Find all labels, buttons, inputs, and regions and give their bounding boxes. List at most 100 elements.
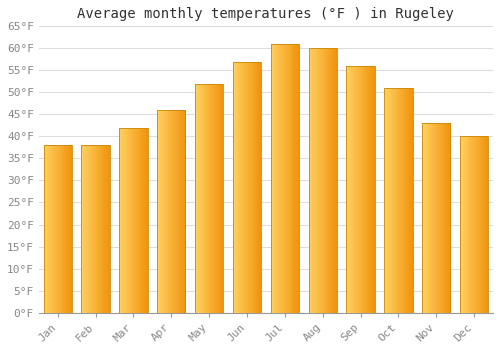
- Bar: [279, 44, 280, 313]
- Bar: [319, 48, 320, 313]
- Bar: [69, 145, 70, 313]
- Bar: [324, 48, 326, 313]
- Bar: [336, 48, 337, 313]
- Bar: [236, 62, 238, 313]
- Bar: [220, 84, 222, 313]
- Bar: [243, 62, 244, 313]
- Bar: [352, 66, 353, 313]
- Bar: [332, 48, 333, 313]
- Bar: [406, 88, 407, 313]
- Bar: [44, 145, 72, 313]
- Bar: [346, 66, 375, 313]
- Bar: [402, 88, 403, 313]
- Bar: [181, 110, 182, 313]
- Bar: [175, 110, 176, 313]
- Bar: [168, 110, 170, 313]
- Bar: [355, 66, 356, 313]
- Bar: [179, 110, 180, 313]
- Bar: [55, 145, 56, 313]
- Bar: [334, 48, 335, 313]
- Bar: [109, 145, 110, 313]
- Bar: [287, 44, 288, 313]
- Bar: [278, 44, 279, 313]
- Bar: [441, 123, 442, 313]
- Bar: [254, 62, 256, 313]
- Bar: [348, 66, 349, 313]
- Bar: [140, 128, 141, 313]
- Bar: [139, 128, 140, 313]
- Bar: [360, 66, 362, 313]
- Bar: [56, 145, 57, 313]
- Bar: [374, 66, 375, 313]
- Bar: [240, 62, 242, 313]
- Bar: [211, 84, 212, 313]
- Bar: [353, 66, 354, 313]
- Bar: [410, 88, 412, 313]
- Bar: [174, 110, 175, 313]
- Bar: [82, 145, 110, 313]
- Bar: [48, 145, 50, 313]
- Bar: [284, 44, 285, 313]
- Bar: [127, 128, 128, 313]
- Bar: [222, 84, 224, 313]
- Bar: [106, 145, 107, 313]
- Bar: [206, 84, 208, 313]
- Bar: [281, 44, 282, 313]
- Bar: [430, 123, 432, 313]
- Bar: [208, 84, 209, 313]
- Bar: [200, 84, 202, 313]
- Bar: [123, 128, 124, 313]
- Bar: [276, 44, 278, 313]
- Bar: [215, 84, 216, 313]
- Bar: [468, 136, 469, 313]
- Bar: [312, 48, 314, 313]
- Bar: [460, 136, 488, 313]
- Bar: [107, 145, 108, 313]
- Bar: [308, 48, 337, 313]
- Bar: [479, 136, 480, 313]
- Bar: [92, 145, 94, 313]
- Bar: [428, 123, 430, 313]
- Bar: [52, 145, 53, 313]
- Bar: [256, 62, 258, 313]
- Bar: [216, 84, 217, 313]
- Bar: [128, 128, 130, 313]
- Bar: [134, 128, 136, 313]
- Bar: [70, 145, 71, 313]
- Bar: [424, 123, 425, 313]
- Bar: [176, 110, 177, 313]
- Bar: [216, 84, 218, 313]
- Bar: [283, 44, 284, 313]
- Bar: [346, 66, 348, 313]
- Bar: [387, 88, 388, 313]
- Bar: [252, 62, 254, 313]
- Bar: [392, 88, 394, 313]
- Bar: [180, 110, 181, 313]
- Bar: [349, 66, 350, 313]
- Bar: [163, 110, 164, 313]
- Bar: [432, 123, 434, 313]
- Bar: [384, 88, 385, 313]
- Bar: [251, 62, 252, 313]
- Bar: [270, 44, 272, 313]
- Bar: [356, 66, 357, 313]
- Bar: [437, 123, 438, 313]
- Bar: [403, 88, 404, 313]
- Bar: [486, 136, 488, 313]
- Bar: [316, 48, 317, 313]
- Bar: [282, 44, 283, 313]
- Bar: [92, 145, 93, 313]
- Bar: [166, 110, 168, 313]
- Bar: [448, 123, 450, 313]
- Bar: [50, 145, 51, 313]
- Bar: [62, 145, 64, 313]
- Bar: [96, 145, 98, 313]
- Bar: [408, 88, 409, 313]
- Bar: [464, 136, 466, 313]
- Bar: [472, 136, 473, 313]
- Bar: [373, 66, 374, 313]
- Bar: [104, 145, 105, 313]
- Bar: [478, 136, 479, 313]
- Bar: [126, 128, 127, 313]
- Bar: [294, 44, 296, 313]
